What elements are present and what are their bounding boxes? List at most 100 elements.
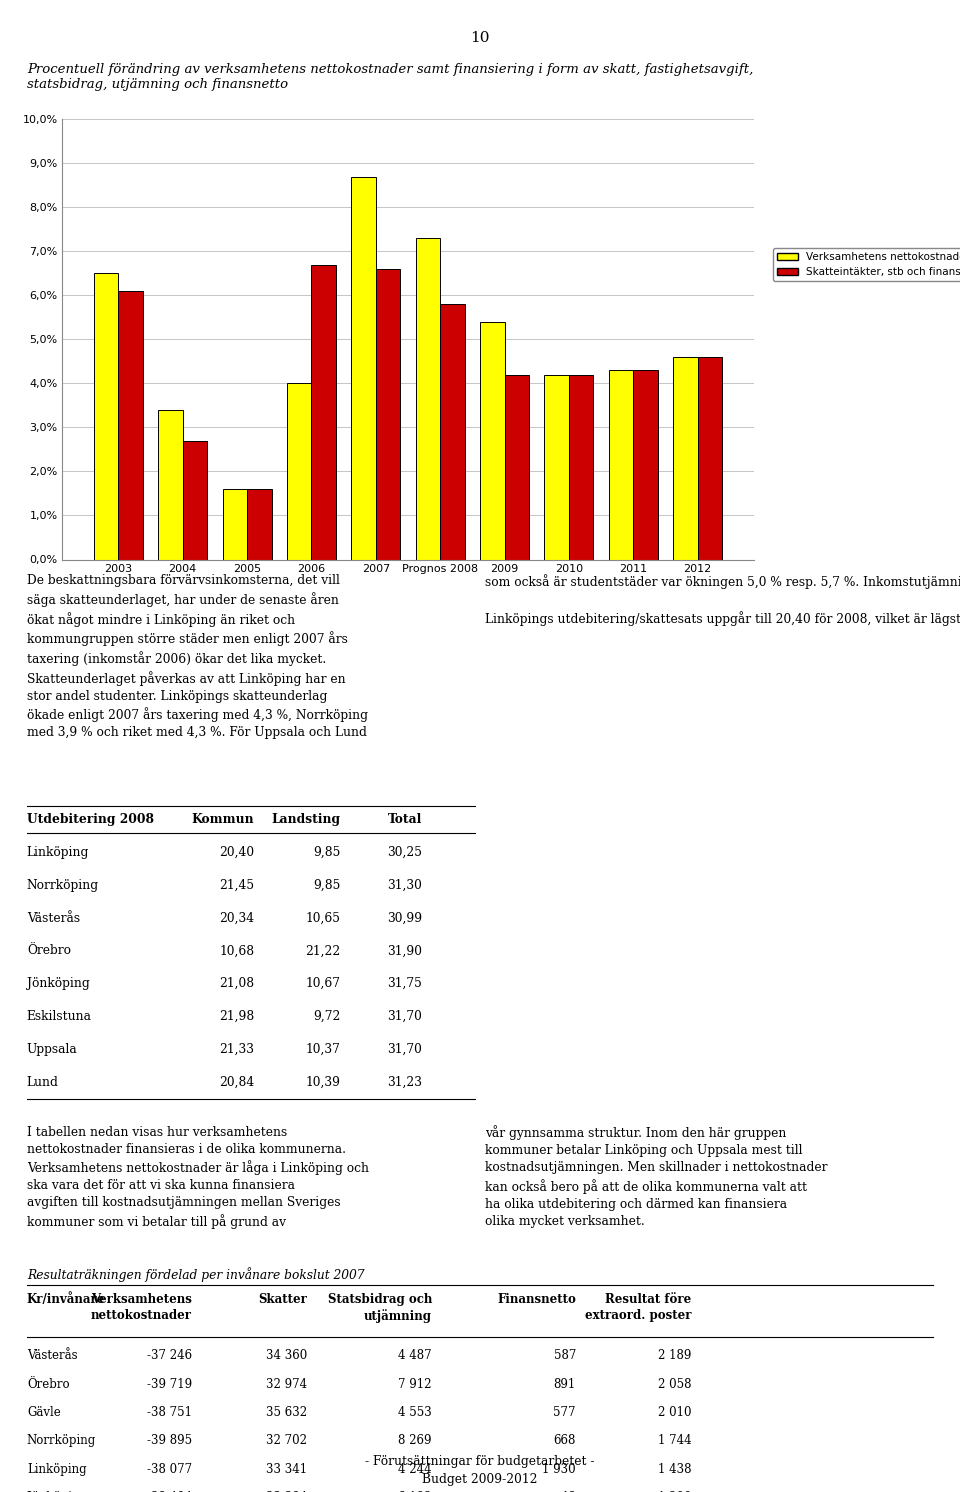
Text: -38 751: -38 751 [147, 1405, 192, 1419]
Text: Jönköping: Jönköping [27, 977, 89, 991]
Text: 31,70: 31,70 [388, 1010, 422, 1024]
Text: Gävle: Gävle [27, 1405, 60, 1419]
Bar [94, 273, 118, 560]
Text: 2 189: 2 189 [658, 1349, 691, 1362]
Bar [609, 370, 634, 560]
Text: 10,65: 10,65 [306, 912, 341, 925]
Text: 9,72: 9,72 [313, 1010, 341, 1024]
Text: 9,85: 9,85 [313, 879, 341, 892]
Text: 1 744: 1 744 [658, 1434, 691, 1447]
Bar [698, 357, 722, 560]
Legend: Verksamhetens nettokostnader, Skatteintäkter, stb och finansnetto: Verksamhetens nettokostnader, Skatteintä… [773, 248, 960, 282]
Text: Verksamhetens
nettokostnader: Verksamhetens nettokostnader [91, 1292, 192, 1322]
Text: 577: 577 [554, 1405, 576, 1419]
Text: som också är studentstäder var ökningen 5,0 % resp. 5,7 %. Inkomstutjämningen gö: som också är studentstäder var ökningen … [485, 574, 960, 627]
Bar [416, 239, 441, 560]
Text: 33 341: 33 341 [266, 1462, 307, 1476]
Text: 20,40: 20,40 [219, 846, 254, 859]
Bar [673, 357, 698, 560]
Text: Eskilstuna: Eskilstuna [27, 1010, 92, 1024]
Text: 1 438: 1 438 [658, 1462, 691, 1476]
Text: 10,39: 10,39 [306, 1076, 341, 1089]
Text: 31,70: 31,70 [388, 1043, 422, 1056]
Text: Kommun: Kommun [192, 813, 254, 827]
Text: -39 719: -39 719 [147, 1377, 192, 1391]
Text: 31,23: 31,23 [388, 1076, 422, 1089]
Text: Lund: Lund [27, 1076, 59, 1089]
Text: Västerås: Västerås [27, 1349, 78, 1362]
Text: Örebro: Örebro [27, 1377, 69, 1391]
Bar [375, 269, 400, 560]
Text: Statsbidrag och
utjämning: Statsbidrag och utjämning [327, 1292, 432, 1323]
Text: 30,99: 30,99 [387, 912, 422, 925]
Text: 10: 10 [470, 31, 490, 45]
Bar [505, 374, 529, 560]
Text: Norrköping: Norrköping [27, 1434, 96, 1447]
Text: 21,22: 21,22 [305, 944, 341, 958]
Text: 8 269: 8 269 [398, 1434, 432, 1447]
Bar [118, 291, 143, 560]
Text: Örebro: Örebro [27, 944, 71, 958]
Text: Västerås: Västerås [27, 912, 80, 925]
Text: De beskattningsbara förvärvsinkomsterna, det vill
säga skatteunderlaget, har und: De beskattningsbara förvärvsinkomsterna,… [27, 574, 368, 739]
Text: 9,85: 9,85 [313, 846, 341, 859]
Text: 891: 891 [554, 1377, 576, 1391]
Bar [634, 370, 658, 560]
Text: 4 553: 4 553 [398, 1405, 432, 1419]
Bar [569, 374, 593, 560]
Text: Utdebitering 2008: Utdebitering 2008 [27, 813, 154, 827]
Text: 31,75: 31,75 [388, 977, 422, 991]
Text: 20,34: 20,34 [219, 912, 254, 925]
Text: 20,84: 20,84 [219, 1076, 254, 1089]
Text: -38 077: -38 077 [147, 1462, 192, 1476]
Text: -37 246: -37 246 [147, 1349, 192, 1362]
Text: Procentuell förändring av verksamhetens nettokostnader samt finansiering i form : Procentuell förändring av verksamhetens … [27, 63, 754, 91]
Text: 668: 668 [554, 1434, 576, 1447]
Text: 2 010: 2 010 [658, 1405, 691, 1419]
Text: Skatter: Skatter [258, 1292, 307, 1306]
Text: I tabellen nedan visas hur verksamhetens
nettokostnader finansieras i de olika k: I tabellen nedan visas hur verksamhetens… [27, 1125, 369, 1229]
Text: 31,90: 31,90 [388, 944, 422, 958]
Text: 35 632: 35 632 [266, 1405, 307, 1419]
Text: 21,08: 21,08 [219, 977, 254, 991]
Text: 10,37: 10,37 [306, 1043, 341, 1056]
Text: 1 930: 1 930 [542, 1462, 576, 1476]
Bar [247, 489, 272, 560]
Text: Norrköping: Norrköping [27, 879, 99, 892]
Text: Kr/invånare: Kr/invånare [27, 1292, 106, 1306]
Text: Linköping: Linköping [27, 846, 89, 859]
Text: Budget 2009-2012: Budget 2009-2012 [422, 1473, 538, 1486]
Text: 21,33: 21,33 [220, 1043, 254, 1056]
Text: 7 912: 7 912 [398, 1377, 432, 1391]
Text: 32 702: 32 702 [266, 1434, 307, 1447]
Text: vår gynnsamma struktur. Inom den här gruppen
kommuner betalar Linköping och Upps: vår gynnsamma struktur. Inom den här gru… [485, 1125, 828, 1228]
Bar [441, 304, 465, 560]
Text: Landsting: Landsting [272, 813, 341, 827]
Bar [311, 264, 336, 560]
Text: 34 360: 34 360 [266, 1349, 307, 1362]
Text: 21,98: 21,98 [219, 1010, 254, 1024]
Text: 31,30: 31,30 [388, 879, 422, 892]
Text: Resultaträkningen fördelad per invånare bokslut 2007: Resultaträkningen fördelad per invånare … [27, 1267, 365, 1282]
Bar [182, 440, 207, 560]
Text: 10,67: 10,67 [306, 977, 341, 991]
Text: Uppsala: Uppsala [27, 1043, 78, 1056]
Bar [351, 176, 375, 560]
Text: 587: 587 [554, 1349, 576, 1362]
Text: 30,25: 30,25 [388, 846, 422, 859]
Text: Total: Total [388, 813, 422, 827]
Bar [287, 383, 311, 560]
Text: - Förutsättningar för budgetarbetet -: - Förutsättningar för budgetarbetet - [365, 1455, 595, 1468]
Text: 4 244: 4 244 [398, 1462, 432, 1476]
Text: 4 487: 4 487 [398, 1349, 432, 1362]
Bar [223, 489, 247, 560]
Text: 10,68: 10,68 [219, 944, 254, 958]
Text: 32 974: 32 974 [266, 1377, 307, 1391]
Bar [480, 322, 505, 560]
Bar [544, 374, 569, 560]
Text: Resultat före
extraord. poster: Resultat före extraord. poster [585, 1292, 691, 1322]
Text: 2 058: 2 058 [658, 1377, 691, 1391]
Text: Finansnetto: Finansnetto [497, 1292, 576, 1306]
Text: Linköping: Linköping [27, 1462, 86, 1476]
Text: 21,45: 21,45 [219, 879, 254, 892]
